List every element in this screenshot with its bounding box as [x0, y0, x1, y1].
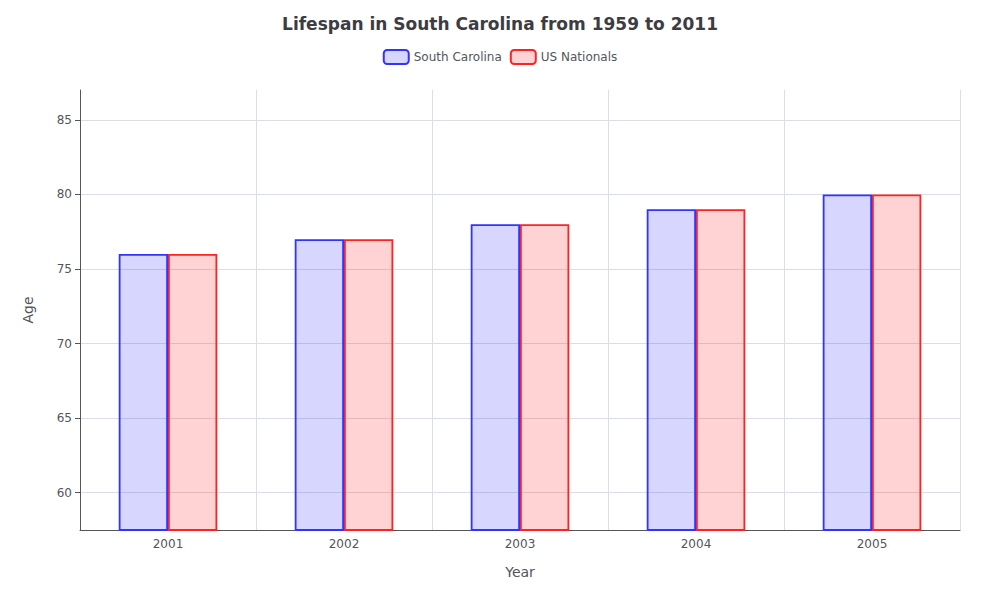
svg-text:85: 85: [57, 113, 72, 127]
svg-text:2003: 2003: [505, 537, 536, 551]
svg-text:2005: 2005: [857, 537, 888, 551]
svg-text:70: 70: [57, 337, 72, 351]
svg-text:65: 65: [57, 411, 72, 425]
svg-text:2002: 2002: [329, 537, 360, 551]
svg-text:60: 60: [57, 486, 72, 500]
svg-text:US Nationals: US Nationals: [541, 50, 617, 64]
svg-text:Lifespan in South Carolina fro: Lifespan in South Carolina from 1959 to …: [282, 14, 718, 34]
svg-text:75: 75: [57, 262, 72, 276]
svg-text:Year: Year: [504, 564, 535, 580]
svg-text:South Carolina: South Carolina: [414, 50, 502, 64]
svg-text:Age: Age: [20, 296, 36, 323]
svg-text:2004: 2004: [681, 537, 712, 551]
svg-text:2001: 2001: [153, 537, 184, 551]
svg-text:80: 80: [57, 187, 72, 201]
